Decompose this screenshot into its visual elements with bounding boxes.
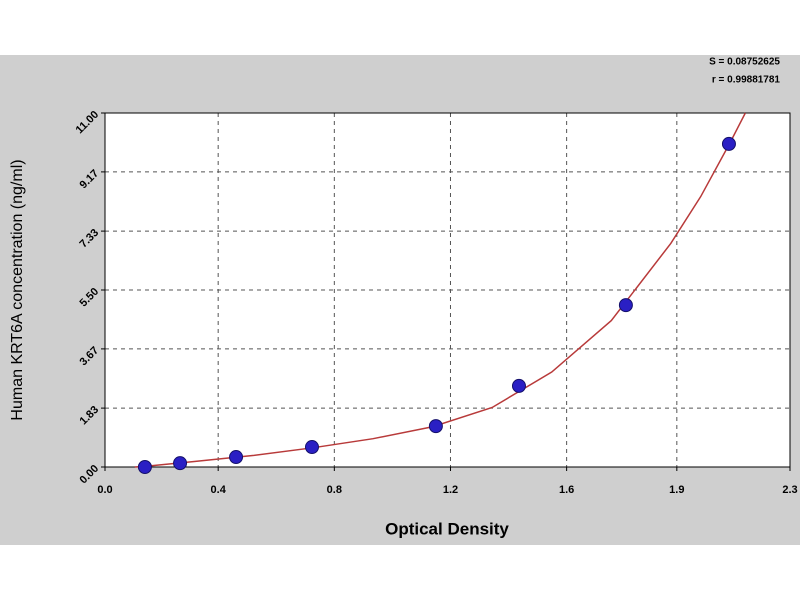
x-tick-label: 0.4 bbox=[211, 484, 227, 496]
x-tick-label: 1.2 bbox=[443, 484, 458, 496]
plot-area bbox=[105, 113, 790, 467]
fit-curve bbox=[134, 112, 746, 468]
data-point bbox=[721, 136, 736, 151]
x-tick-label: 2.3 bbox=[782, 484, 797, 496]
x-tick-label: 0.0 bbox=[97, 484, 112, 496]
data-point bbox=[304, 440, 319, 455]
data-point bbox=[511, 378, 526, 393]
data-point bbox=[229, 450, 244, 465]
annotation: r = 0.99881781 bbox=[712, 75, 781, 86]
x-axis-label: Optical Density bbox=[385, 519, 509, 538]
data-point bbox=[137, 460, 152, 474]
data-point bbox=[173, 456, 188, 471]
x-tick-label: 1.9 bbox=[669, 484, 684, 496]
x-tick-label: 0.8 bbox=[327, 484, 342, 496]
data-point bbox=[618, 298, 633, 313]
plot-border bbox=[104, 112, 791, 468]
x-tick-label: 1.6 bbox=[559, 484, 574, 496]
annotation: S = 0.08752625 bbox=[709, 57, 780, 68]
data-point bbox=[428, 419, 443, 434]
y-axis-label: Human KRT6A concentration (ng/ml) bbox=[9, 159, 26, 420]
